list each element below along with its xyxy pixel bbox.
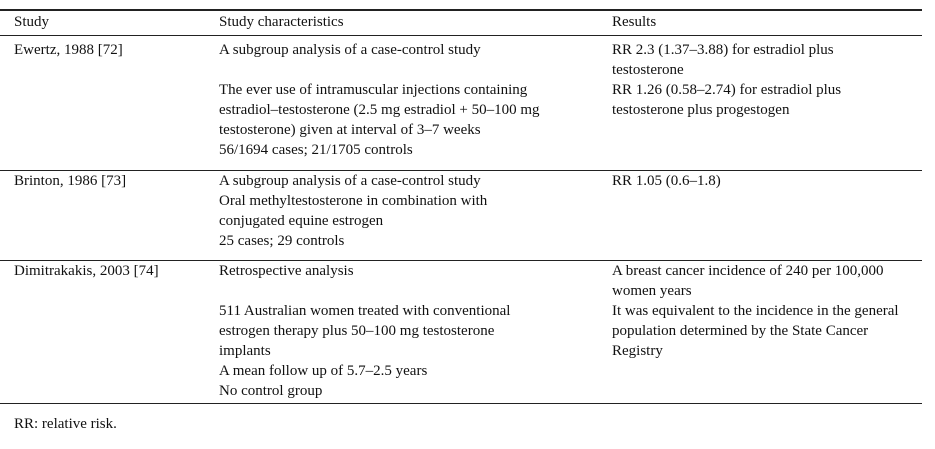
characteristics-cell: A subgroup analysis of a case-control st… [219,40,540,160]
study-cell: Brinton, 1986 [73] [14,173,127,189]
results-cell: A breast cancer incidence of 240 per 100… [612,261,899,361]
characteristics-line [219,60,540,80]
characteristics-line: Oral methyltestosterone in combination w… [219,193,488,209]
results-line: RR 1.26 (0.58–2.74) for estradiol plus [612,82,842,98]
characteristics-line: 56/1694 cases; 21/1705 controls [219,142,413,158]
characteristics-line: estradiol–testosterone (2.5 mg estradiol… [219,102,540,118]
characteristics-line [219,281,510,301]
characteristics-line: testosterone) given at interval of 3–7 w… [219,122,481,138]
results-line: testosterone plus progestogen [612,102,790,118]
study-cell: Ewertz, 1988 [72] [14,42,123,58]
row-rule [0,260,922,261]
results-line: Registry [612,343,663,359]
characteristics-cell: A subgroup analysis of a case-control st… [219,171,487,251]
results-line: population determined by the State Cance… [612,323,869,339]
header-rule [0,35,922,36]
characteristics-line: implants [219,343,271,359]
characteristics-line: 511 Australian women treated with conven… [219,303,511,319]
footnote: RR: relative risk. [14,416,117,432]
results-line: A breast cancer incidence of 240 per 100… [612,263,884,279]
study-cell: Dimitrakakis, 2003 [74] [14,263,159,279]
characteristics-cell: Retrospective analysis 511 Australian wom… [219,261,510,401]
characteristics-line: The ever use of intramuscular injections… [219,82,528,98]
results-line: RR 2.3 (1.37–3.88) for estradiol plus [612,42,834,58]
header-study: Study [14,14,50,30]
results-line: It was equivalent to the incidence in th… [612,303,899,319]
results-cell: RR 2.3 (1.37–3.88) for estradiol plus tes… [612,40,841,120]
characteristics-line: A subgroup analysis of a case-control st… [219,173,481,189]
results-line: RR 1.05 (0.6–1.8) [612,173,721,189]
results-line: women years [612,283,692,299]
table-top-rule [0,9,922,11]
results-line: testosterone [612,62,684,78]
row-rule [0,170,922,171]
header-characteristics: Study characteristics [219,14,344,30]
characteristics-line: A mean follow up of 5.7–2.5 years [219,363,428,379]
characteristics-line: No control group [219,383,323,399]
characteristics-line: conjugated equine estrogen [219,213,384,229]
results-cell: RR 1.05 (0.6–1.8) [612,171,721,191]
table-bottom-rule [0,403,922,404]
characteristics-line: Retrospective analysis [219,263,354,279]
header-results: Results [612,14,657,30]
characteristics-line: estrogen therapy plus 50–100 mg testoste… [219,323,495,339]
characteristics-line: 25 cases; 29 controls [219,233,345,249]
characteristics-line: A subgroup analysis of a case-control st… [219,42,481,58]
